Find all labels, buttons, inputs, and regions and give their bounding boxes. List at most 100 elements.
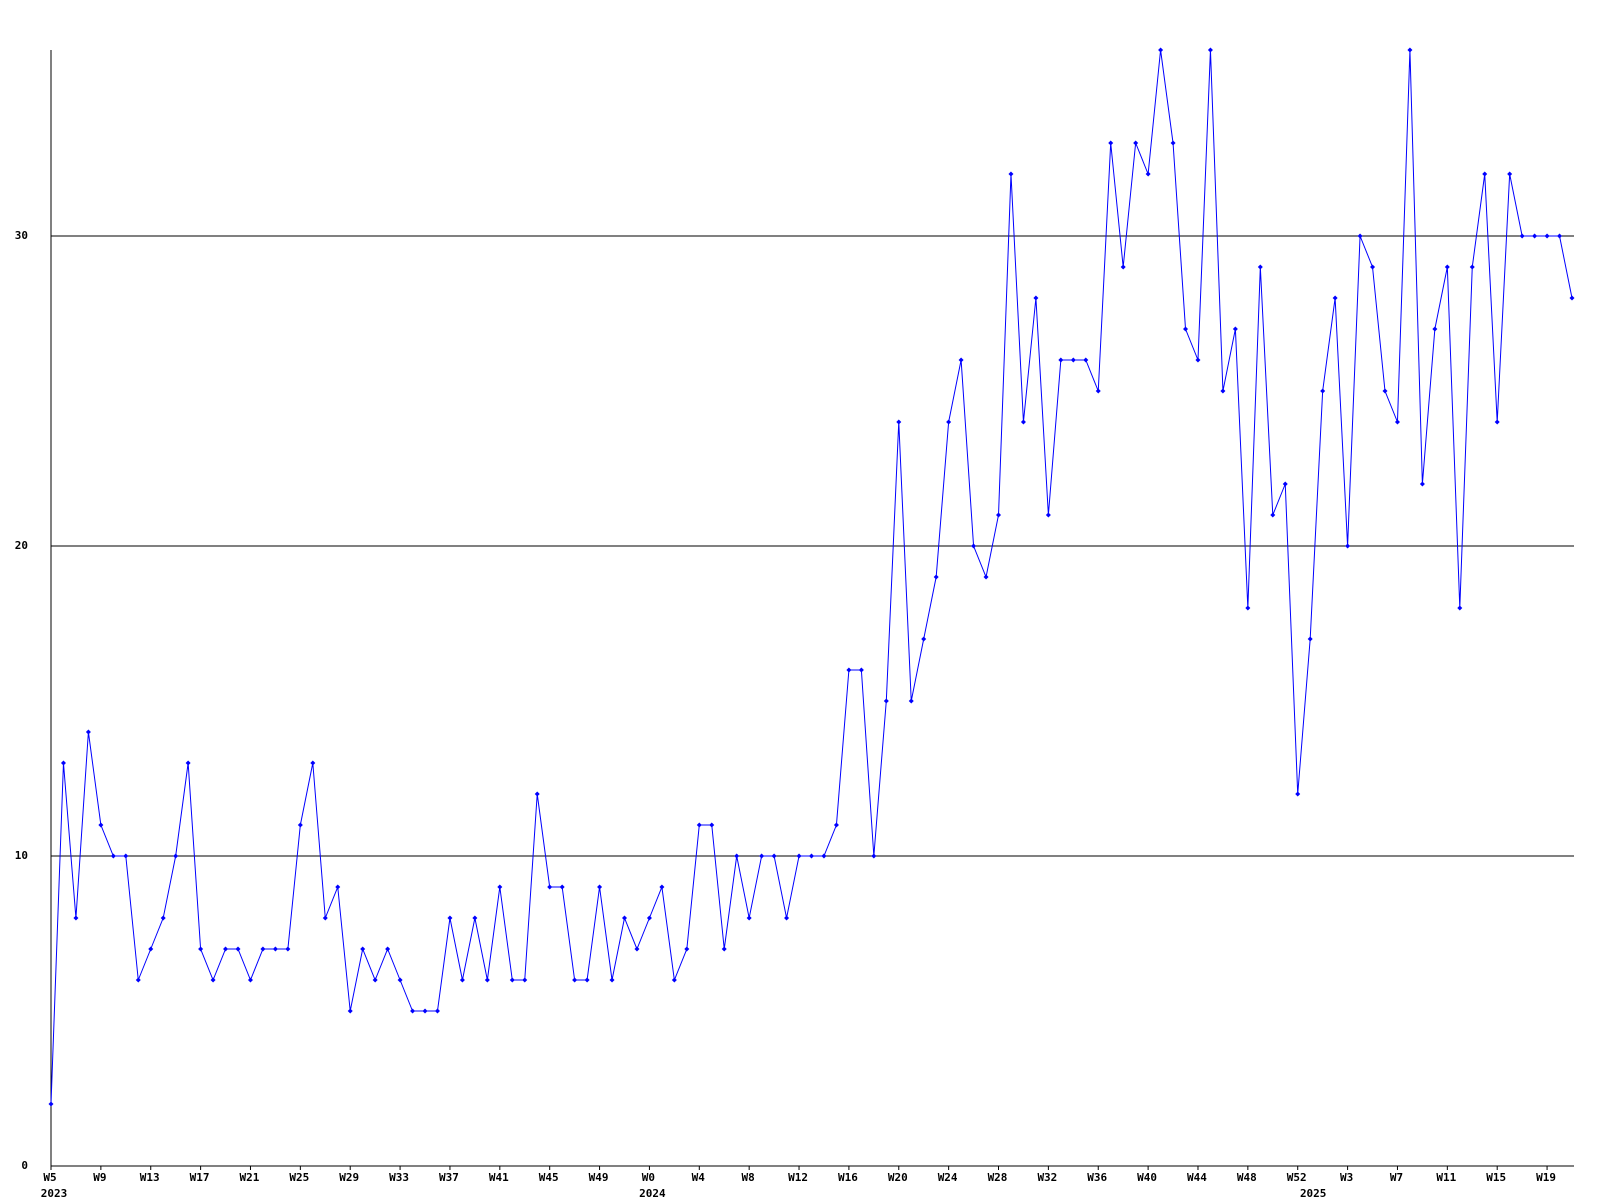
x-tick-label: W33 — [389, 1171, 409, 1184]
data-point — [223, 946, 229, 952]
data-point — [198, 946, 204, 952]
data-point — [73, 915, 79, 921]
x-tick-label: W37 — [439, 1171, 459, 1184]
year-label: 2024 — [639, 1187, 666, 1200]
data-point — [821, 853, 827, 859]
data-point — [908, 698, 914, 704]
data-point — [1145, 171, 1151, 177]
data-point — [459, 977, 465, 983]
data-point — [1270, 512, 1276, 518]
x-tick-label: W49 — [589, 1171, 609, 1184]
x-tick-label: W29 — [339, 1171, 359, 1184]
data-point — [484, 977, 490, 983]
x-tick-label: W8 — [742, 1171, 755, 1184]
data-point — [1020, 419, 1026, 425]
x-tick-label: W21 — [240, 1171, 260, 1184]
x-tick-label: W19 — [1536, 1171, 1556, 1184]
data-point — [1195, 357, 1201, 363]
data-point — [759, 853, 765, 859]
x-tick-label: W0 — [642, 1171, 655, 1184]
data-point — [385, 946, 391, 952]
data-point — [883, 698, 889, 704]
data-point — [734, 853, 740, 859]
data-point — [833, 822, 839, 828]
data-point — [235, 946, 241, 952]
data-point — [1557, 233, 1563, 239]
data-point — [1419, 481, 1425, 487]
data-point — [335, 884, 341, 890]
data-point — [1457, 605, 1463, 611]
data-point — [48, 1101, 54, 1107]
data-point — [472, 915, 478, 921]
data-point — [1120, 264, 1126, 270]
data-point — [1307, 636, 1313, 642]
data-point — [1394, 419, 1400, 425]
data-point — [609, 977, 615, 983]
data-point — [247, 977, 253, 983]
data-point — [634, 946, 640, 952]
data-point — [210, 977, 216, 983]
data-point — [1207, 47, 1213, 53]
data-point — [347, 1008, 353, 1014]
x-tick-label: W3 — [1340, 1171, 1353, 1184]
data-point — [1257, 264, 1263, 270]
x-tick-label: W17 — [190, 1171, 210, 1184]
data-point — [372, 977, 378, 983]
data-point — [1058, 357, 1064, 363]
data-point — [1507, 171, 1513, 177]
x-tick-label: W44 — [1187, 1171, 1207, 1184]
data-point — [1158, 47, 1164, 53]
x-tick-label: W16 — [838, 1171, 858, 1184]
data-point — [946, 419, 952, 425]
x-tick-label: W24 — [938, 1171, 958, 1184]
y-tick-label: 10 — [15, 849, 28, 862]
data-point — [410, 1008, 416, 1014]
y-tick-label: 20 — [15, 539, 28, 552]
data-point — [160, 915, 166, 921]
data-point — [559, 884, 565, 890]
data-point — [272, 946, 278, 952]
data-point — [1220, 388, 1226, 394]
data-point — [796, 853, 802, 859]
x-tick-label: W40 — [1137, 1171, 1157, 1184]
data-point — [646, 915, 652, 921]
data-point — [846, 667, 852, 673]
x-tick-label: W20 — [888, 1171, 908, 1184]
data-point — [60, 760, 66, 766]
data-point — [1320, 388, 1326, 394]
x-tick-label: W32 — [1037, 1171, 1057, 1184]
data-point — [1432, 326, 1438, 332]
data-point — [572, 977, 578, 983]
data-point — [297, 822, 303, 828]
data-point — [771, 853, 777, 859]
data-point — [173, 853, 179, 859]
data-point — [1282, 481, 1288, 487]
data-point — [1357, 233, 1363, 239]
x-tick-label: W28 — [988, 1171, 1008, 1184]
data-point — [360, 946, 366, 952]
data-point — [1232, 326, 1238, 332]
x-tick-label: W7 — [1390, 1171, 1403, 1184]
data-point — [1045, 512, 1051, 518]
data-point — [1370, 264, 1376, 270]
data-point — [958, 357, 964, 363]
data-point — [597, 884, 603, 890]
data-point — [721, 946, 727, 952]
data-point — [1070, 357, 1076, 363]
data-point — [422, 1008, 428, 1014]
data-point — [1008, 171, 1014, 177]
year-label: 2025 — [1300, 1187, 1327, 1200]
data-point — [497, 884, 503, 890]
data-point — [709, 822, 715, 828]
data-point — [933, 574, 939, 580]
data-point — [397, 977, 403, 983]
data-point — [1345, 543, 1351, 549]
data-point — [85, 729, 91, 735]
data-point — [123, 853, 129, 859]
data-point — [809, 853, 814, 859]
data-point — [135, 977, 141, 983]
data-point — [746, 915, 752, 921]
data-point — [1444, 264, 1450, 270]
